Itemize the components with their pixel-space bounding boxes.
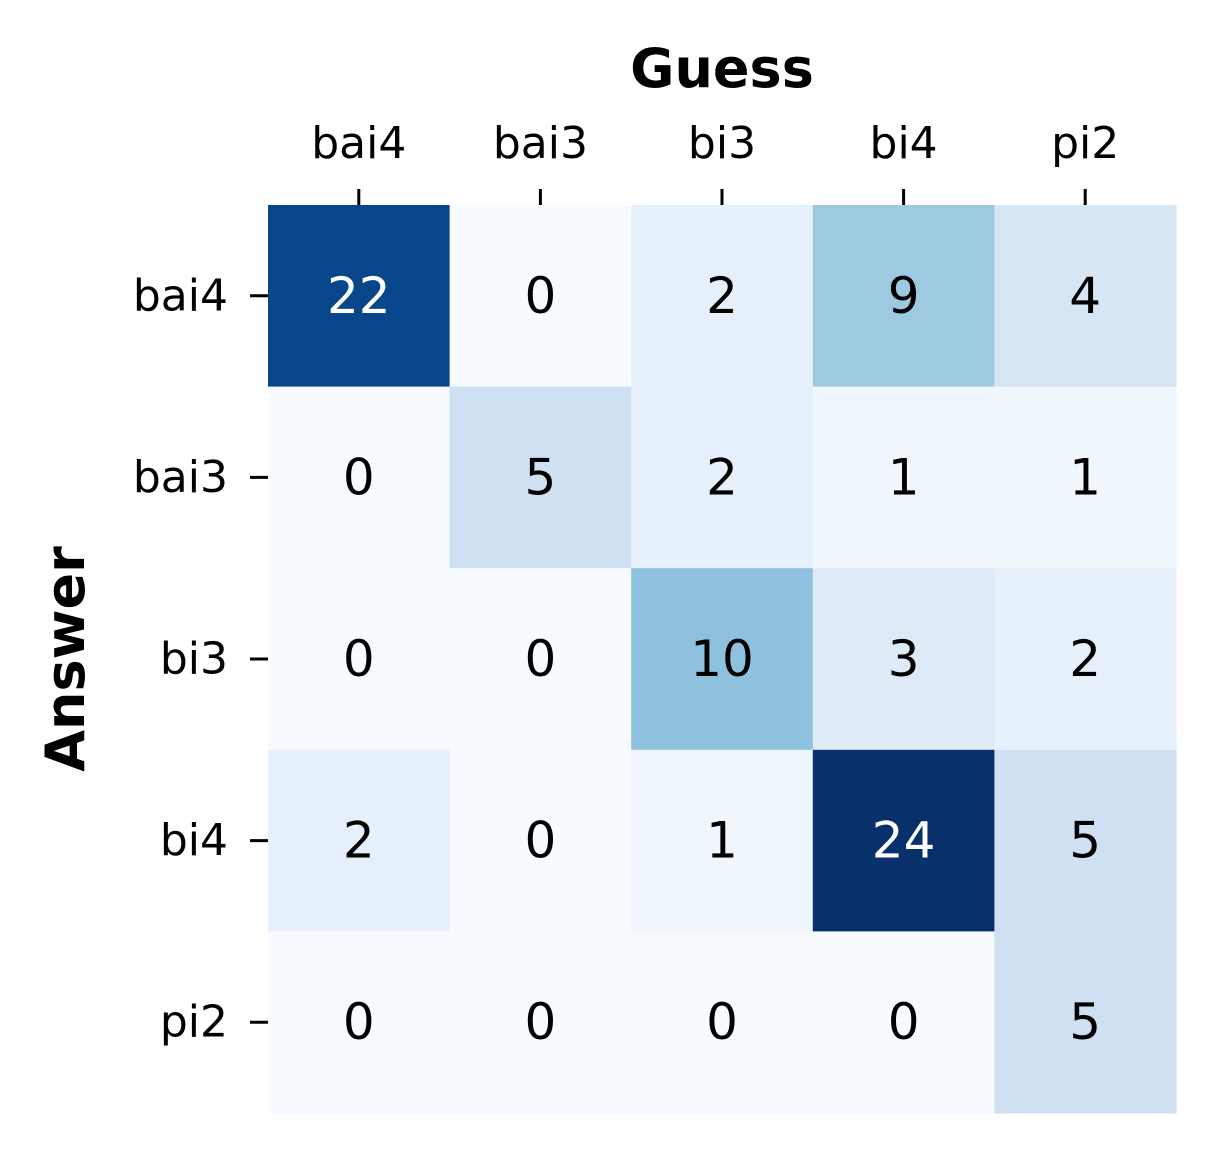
- x-tick-label-4: pi2: [1051, 118, 1119, 169]
- heatmap-cell-r4-c0: [268, 931, 451, 1114]
- cell-value-r1-c2: 2: [706, 448, 738, 506]
- x-tick-label-2: bi3: [688, 118, 756, 169]
- y-axis-ticks: bai4 bai3 bi3 bi4 pi2: [133, 270, 268, 1048]
- heatmap-cell-r0-c3: [812, 205, 995, 388]
- heatmap-cell-r1-c3: [812, 386, 995, 569]
- heatmap-cell-r3-c2: [631, 749, 814, 932]
- cell-value-r4-c3: 0: [888, 993, 920, 1051]
- cell-value-r0-c0: 22: [327, 267, 391, 325]
- heatmap-cell-r4-c3: [812, 931, 995, 1114]
- y-tick-label-2: bi3: [160, 634, 228, 685]
- heatmap-cell-r2-c1: [449, 568, 632, 751]
- x-axis-ticks: bai4 bai3 bi3 bi4 pi2: [311, 118, 1119, 205]
- cell-value-r0-c1: 0: [524, 267, 556, 325]
- cell-value-r2-c2: 10: [690, 630, 754, 688]
- cell-value-r1-c3: 1: [888, 448, 920, 506]
- heatmap-cell-r1-c1: [449, 386, 632, 569]
- heatmap-cell-r3-c0: [268, 749, 451, 932]
- heatmap-cell-r3-c4: [994, 749, 1177, 932]
- cell-value-r4-c1: 0: [524, 993, 556, 1051]
- heatmap-cell-r1-c4: [994, 386, 1177, 569]
- y-tick-label-1: bai3: [133, 452, 228, 503]
- cell-value-r0-c3: 9: [888, 267, 920, 325]
- cell-value-r3-c4: 5: [1069, 812, 1101, 870]
- cell-value-r4-c4: 5: [1069, 993, 1101, 1051]
- heatmap-cell-r0-c0: [268, 205, 451, 388]
- heatmap-cell-r1-c2: [631, 386, 814, 569]
- y-axis-title: Answer: [34, 546, 97, 772]
- heatmap-cells: 22 0 2 9 40 5 2 1 10 0 10 3 22 0 1 24 50 0 0 0 5: [268, 205, 1177, 1114]
- heatmap-cell-r4-c1: [449, 931, 632, 1114]
- cell-value-r3-c0: 2: [343, 812, 375, 870]
- cell-value-r0-c2: 2: [706, 267, 738, 325]
- cell-value-r0-c4: 4: [1069, 267, 1101, 325]
- heatmap-cell-r2-c2: [631, 568, 814, 751]
- heatmap-cell-r3-c3: [812, 749, 995, 932]
- cell-value-r2-c4: 2: [1069, 630, 1101, 688]
- cell-value-r1-c0: 0: [343, 448, 375, 506]
- heatmap-cell-r2-c3: [812, 568, 995, 751]
- cell-value-r3-c2: 1: [706, 812, 738, 870]
- cell-value-r2-c0: 0: [343, 630, 375, 688]
- cell-value-r3-c1: 0: [524, 812, 556, 870]
- cell-value-r1-c4: 1: [1069, 448, 1101, 506]
- x-tick-label-0: bai4: [311, 118, 406, 169]
- cell-value-r4-c2: 0: [706, 993, 738, 1051]
- y-tick-label-3: bi4: [160, 815, 228, 866]
- x-tick-label-1: bai3: [493, 118, 588, 169]
- x-axis-title: Guess: [630, 37, 814, 100]
- cell-value-r2-c3: 3: [888, 630, 920, 688]
- cell-value-r1-c1: 5: [524, 448, 556, 506]
- heatmap-cell-r3-c1: [449, 749, 632, 932]
- heatmap-cell-r2-c4: [994, 568, 1177, 751]
- cell-value-r3-c3: 24: [872, 812, 936, 870]
- heatmap-cell-r4-c4: [994, 931, 1177, 1114]
- heatmap-cell-r0-c2: [631, 205, 814, 388]
- y-tick-label-4: pi2: [160, 997, 228, 1048]
- cell-value-r2-c1: 0: [524, 630, 556, 688]
- heatmap-cell-r1-c0: [268, 386, 451, 569]
- heatmap-cell-r2-c0: [268, 568, 451, 751]
- heatmap-cell-r0-c1: [449, 205, 632, 388]
- y-tick-label-0: bai4: [133, 270, 228, 321]
- heatmap-cell-r0-c4: [994, 205, 1177, 388]
- cell-value-r4-c0: 0: [343, 993, 375, 1051]
- x-tick-label-3: bi4: [870, 118, 938, 169]
- heatmap-cell-r4-c2: [631, 931, 814, 1114]
